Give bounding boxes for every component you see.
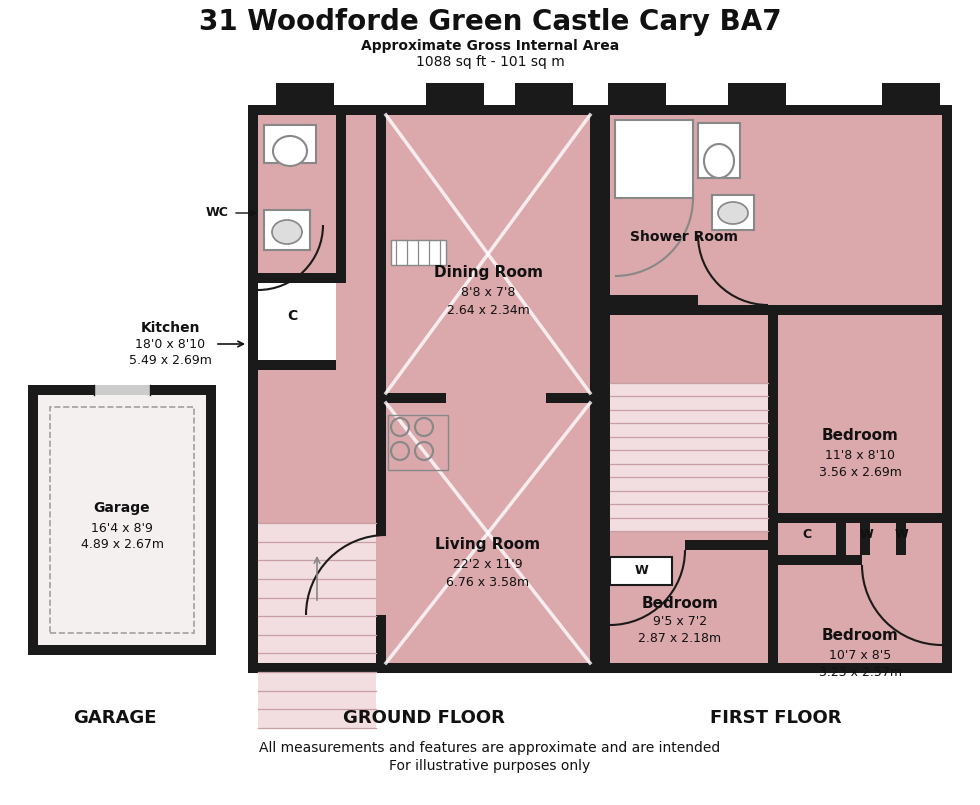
Bar xyxy=(600,540,768,550)
Bar xyxy=(258,115,590,663)
Bar xyxy=(778,555,862,565)
Bar xyxy=(376,105,386,673)
Bar xyxy=(768,305,778,673)
Bar xyxy=(698,123,740,178)
Text: 11'8 x 8'10: 11'8 x 8'10 xyxy=(825,448,895,461)
Bar xyxy=(388,415,448,470)
Bar xyxy=(248,663,600,673)
Bar xyxy=(600,295,698,305)
Bar xyxy=(28,645,216,655)
Bar xyxy=(942,105,952,673)
Bar xyxy=(264,125,316,163)
Text: C: C xyxy=(287,309,297,324)
Bar xyxy=(610,540,685,550)
Text: Approximate Gross Internal Area: Approximate Gross Internal Area xyxy=(361,39,619,53)
Text: 10'7 x 8'5: 10'7 x 8'5 xyxy=(829,649,891,662)
Bar xyxy=(778,555,952,565)
Text: All measurements and features are approximate and are intended: All measurements and features are approx… xyxy=(260,741,720,755)
Text: Kitchen: Kitchen xyxy=(140,321,200,335)
Text: Bedroom: Bedroom xyxy=(821,427,899,443)
Bar xyxy=(258,523,376,728)
Bar xyxy=(248,105,258,673)
Bar xyxy=(600,663,952,673)
Text: W: W xyxy=(634,564,648,577)
Text: Living Room: Living Room xyxy=(435,538,541,552)
Text: 1088 sq ft - 101 sq m: 1088 sq ft - 101 sq m xyxy=(416,55,564,69)
Bar xyxy=(258,273,336,283)
Bar xyxy=(276,83,334,115)
Text: 18'0 x 8'10: 18'0 x 8'10 xyxy=(135,337,205,350)
Bar xyxy=(615,120,693,198)
Bar xyxy=(698,235,768,245)
Bar xyxy=(94,385,150,395)
Text: Bedroom: Bedroom xyxy=(642,596,718,610)
Text: 8'8 x 7'8: 8'8 x 7'8 xyxy=(461,287,515,299)
Bar xyxy=(38,395,206,645)
Text: C: C xyxy=(803,527,811,540)
Bar xyxy=(206,385,216,655)
Text: 5.49 x 2.69m: 5.49 x 2.69m xyxy=(128,353,212,366)
Text: 16'4 x 8'9: 16'4 x 8'9 xyxy=(91,522,153,535)
Text: Shower Room: Shower Room xyxy=(630,230,738,244)
Bar xyxy=(446,393,546,403)
Bar xyxy=(600,305,952,315)
Bar xyxy=(862,555,942,565)
Bar xyxy=(590,105,600,673)
Bar xyxy=(836,513,846,565)
Ellipse shape xyxy=(273,136,307,166)
Bar xyxy=(336,105,346,283)
Bar xyxy=(258,360,336,370)
Bar xyxy=(882,83,940,115)
Text: WC: WC xyxy=(205,207,228,220)
Text: GARAGE: GARAGE xyxy=(74,709,157,727)
Text: 3.56 x 2.69m: 3.56 x 2.69m xyxy=(818,465,902,478)
Text: 2.87 x 2.18m: 2.87 x 2.18m xyxy=(638,631,721,645)
Text: Bedroom: Bedroom xyxy=(821,628,899,642)
Text: W: W xyxy=(859,527,873,540)
Bar xyxy=(610,383,768,531)
Bar xyxy=(685,540,768,550)
Bar xyxy=(608,83,666,115)
Ellipse shape xyxy=(272,220,302,244)
Bar xyxy=(778,513,952,523)
Text: 9'5 x 7'2: 9'5 x 7'2 xyxy=(653,614,707,628)
Text: 2.64 x 2.34m: 2.64 x 2.34m xyxy=(447,303,529,316)
Bar xyxy=(28,385,38,655)
Bar xyxy=(264,210,310,250)
Text: FIRST FLOOR: FIRST FLOOR xyxy=(710,709,842,727)
Bar xyxy=(426,83,484,115)
Text: 6.76 x 3.58m: 6.76 x 3.58m xyxy=(447,576,529,588)
Bar xyxy=(386,393,600,403)
Bar xyxy=(610,557,672,585)
Bar xyxy=(515,83,573,115)
Bar xyxy=(258,283,336,360)
Bar xyxy=(376,535,386,615)
Bar xyxy=(50,407,194,633)
Bar xyxy=(610,115,942,663)
Bar xyxy=(860,513,870,565)
Ellipse shape xyxy=(704,144,734,178)
Text: 31 Woodforde Green Castle Cary BA7: 31 Woodforde Green Castle Cary BA7 xyxy=(199,8,781,36)
Bar xyxy=(600,105,610,673)
Bar xyxy=(28,385,216,395)
Text: For illustrative purposes only: For illustrative purposes only xyxy=(389,759,591,773)
Bar xyxy=(248,105,600,115)
Text: W: W xyxy=(894,527,907,540)
Text: 3.23 x 2.57m: 3.23 x 2.57m xyxy=(818,666,902,679)
Bar xyxy=(896,513,906,565)
Bar xyxy=(728,83,786,115)
Text: 22'2 x 11'9: 22'2 x 11'9 xyxy=(453,559,522,572)
Text: GROUND FLOOR: GROUND FLOOR xyxy=(343,709,505,727)
Text: 4.89 x 2.67m: 4.89 x 2.67m xyxy=(80,539,164,551)
Text: Garage: Garage xyxy=(94,501,150,515)
Bar xyxy=(600,105,952,115)
Bar xyxy=(712,195,754,230)
Ellipse shape xyxy=(718,202,748,224)
Bar xyxy=(391,240,446,265)
Text: Dining Room: Dining Room xyxy=(433,266,543,280)
